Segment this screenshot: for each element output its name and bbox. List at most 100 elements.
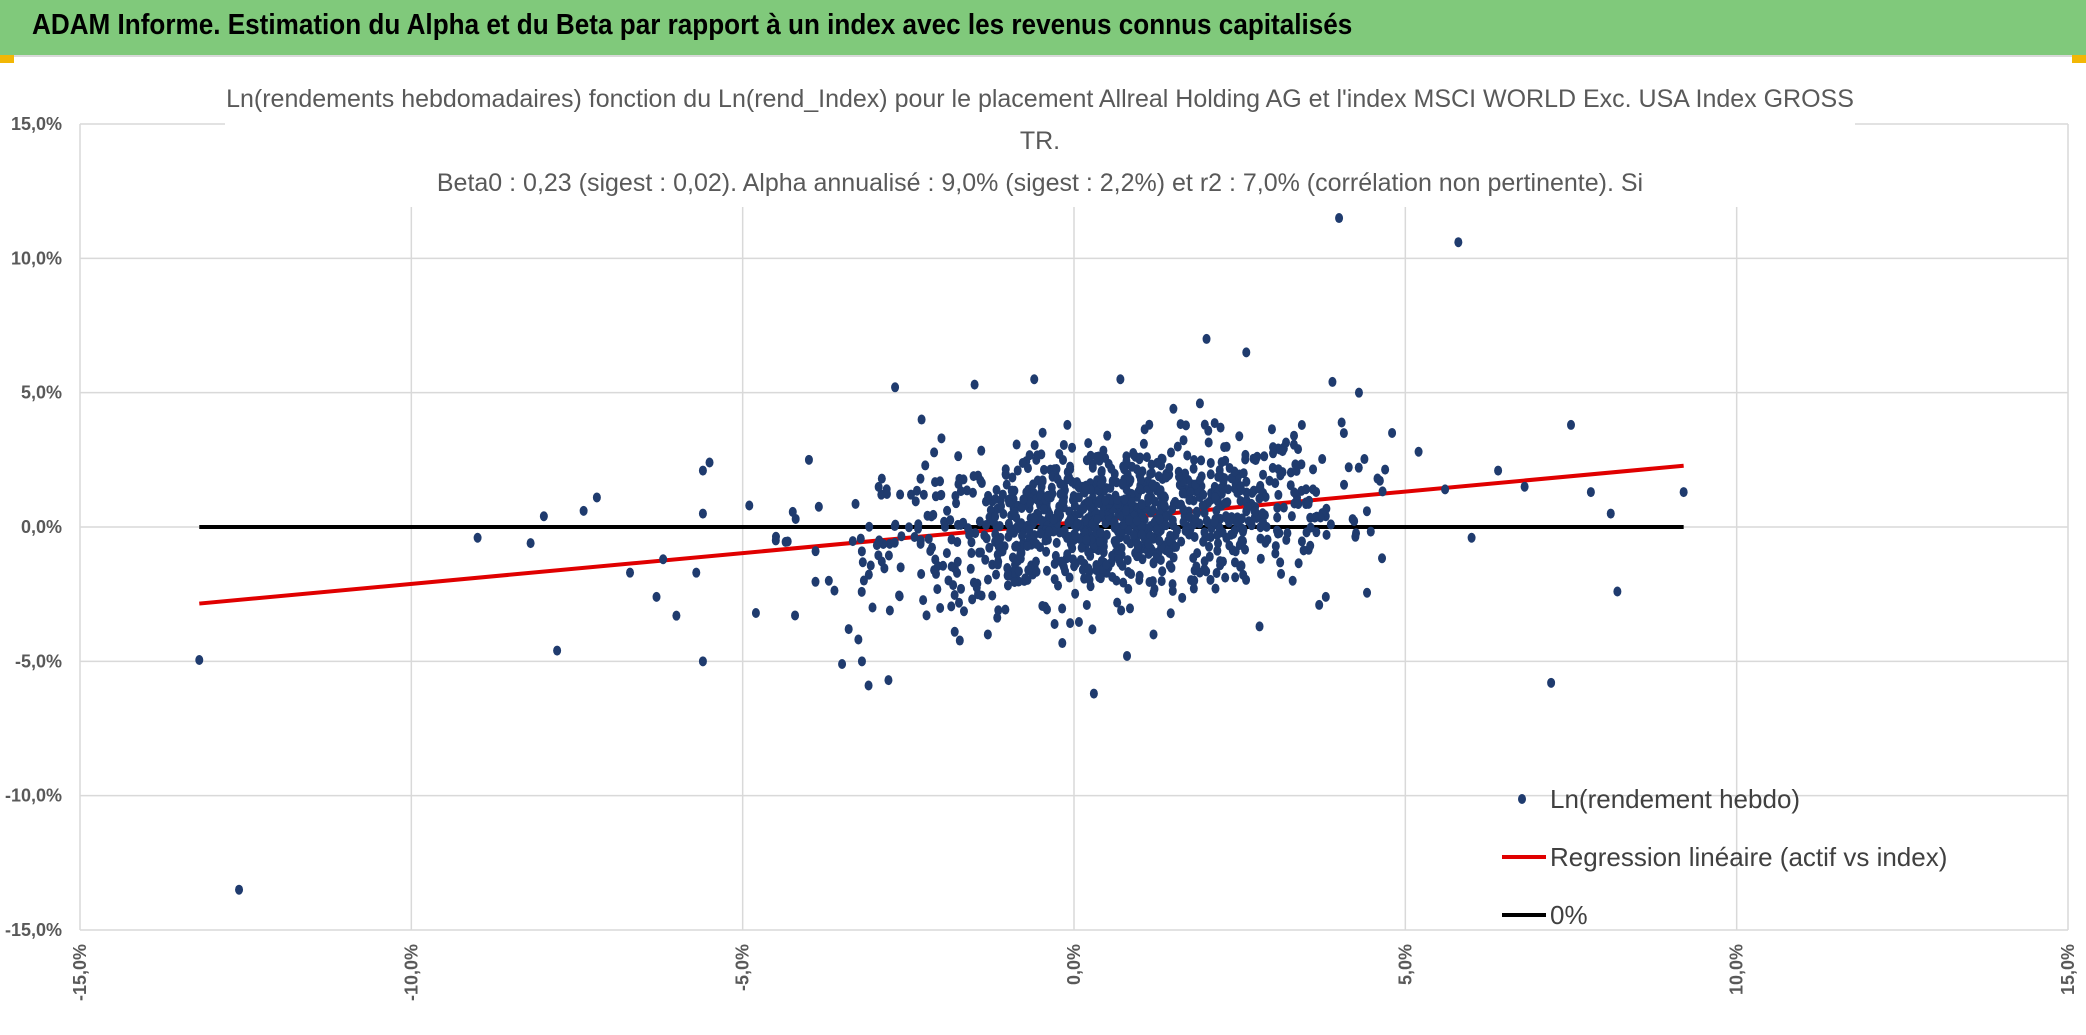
data-point bbox=[1125, 603, 1134, 614]
data-point bbox=[937, 433, 946, 444]
data-point bbox=[1112, 575, 1121, 586]
data-point bbox=[976, 475, 985, 486]
data-point bbox=[1297, 459, 1306, 470]
data-point bbox=[1247, 520, 1256, 531]
data-point bbox=[1388, 427, 1397, 438]
data-point bbox=[1092, 565, 1101, 576]
data-point bbox=[930, 447, 939, 458]
data-point bbox=[921, 460, 930, 471]
data-point bbox=[1255, 621, 1264, 632]
data-point bbox=[868, 602, 877, 613]
data-point bbox=[1322, 529, 1331, 540]
data-point bbox=[848, 536, 857, 547]
data-point bbox=[1169, 403, 1178, 414]
data-point bbox=[1054, 580, 1063, 591]
data-point bbox=[1210, 418, 1219, 429]
data-point bbox=[884, 550, 893, 561]
data-point bbox=[811, 546, 820, 557]
data-point bbox=[1362, 506, 1371, 517]
data-point bbox=[1118, 477, 1127, 488]
data-point bbox=[1282, 437, 1291, 448]
data-point bbox=[1155, 535, 1164, 546]
data-point bbox=[1315, 599, 1324, 610]
data-point bbox=[1183, 450, 1192, 461]
data-point bbox=[751, 607, 760, 618]
data-point bbox=[929, 509, 938, 520]
data-point bbox=[698, 656, 707, 667]
data-point bbox=[1015, 550, 1024, 561]
data-point bbox=[1096, 527, 1105, 538]
data-point bbox=[1221, 498, 1230, 509]
data-point bbox=[864, 680, 873, 691]
data-point bbox=[1113, 597, 1122, 608]
data-point bbox=[854, 634, 863, 645]
data-point bbox=[1229, 528, 1238, 539]
data-point bbox=[1206, 574, 1215, 585]
data-point bbox=[1108, 476, 1117, 487]
data-point bbox=[1279, 502, 1288, 513]
data-point bbox=[1221, 572, 1230, 583]
data-point bbox=[1236, 481, 1245, 492]
data-point bbox=[1030, 512, 1039, 523]
data-point bbox=[1048, 488, 1057, 499]
data-point bbox=[1122, 456, 1131, 467]
data-point bbox=[1036, 528, 1045, 539]
data-point bbox=[1084, 547, 1093, 558]
data-point bbox=[1255, 493, 1264, 504]
data-point bbox=[993, 612, 1002, 623]
data-point bbox=[858, 557, 867, 568]
data-point bbox=[1032, 454, 1041, 465]
data-point bbox=[1137, 529, 1146, 540]
data-point bbox=[1258, 508, 1267, 519]
data-point bbox=[1205, 551, 1214, 562]
data-point bbox=[1084, 496, 1093, 507]
data-point bbox=[1233, 516, 1242, 527]
y-tick-label: -10,0% bbox=[5, 786, 62, 806]
corner-marker-left bbox=[0, 55, 14, 63]
data-point bbox=[830, 585, 839, 596]
data-point bbox=[553, 645, 562, 656]
data-point bbox=[1165, 548, 1174, 559]
data-point bbox=[539, 511, 548, 522]
data-point bbox=[1076, 554, 1085, 565]
data-point bbox=[1052, 464, 1061, 475]
data-point bbox=[1265, 475, 1274, 486]
data-point bbox=[1160, 491, 1169, 502]
chart-svg: Ln(rendements hebdomadaires) fonction du… bbox=[5, 77, 2078, 1001]
data-point bbox=[1038, 427, 1047, 438]
data-point bbox=[1063, 549, 1072, 560]
data-point bbox=[992, 485, 1001, 496]
data-point bbox=[939, 560, 948, 571]
data-point bbox=[1299, 545, 1308, 556]
data-point bbox=[877, 473, 886, 484]
data-point bbox=[1302, 484, 1311, 495]
data-point bbox=[1261, 492, 1270, 503]
data-point bbox=[1152, 524, 1161, 535]
data-point bbox=[917, 569, 926, 580]
data-point bbox=[1104, 458, 1113, 469]
data-point bbox=[1058, 638, 1067, 649]
data-point bbox=[949, 580, 958, 591]
data-point bbox=[1008, 485, 1017, 496]
data-point bbox=[947, 601, 956, 612]
data-point bbox=[1149, 629, 1158, 640]
data-point bbox=[1040, 464, 1049, 475]
data-point bbox=[1294, 499, 1303, 510]
legend-entry: 0% bbox=[1550, 900, 1588, 930]
chart-legend: Ln(rendement hebdo) Regression linéaire (… bbox=[1502, 784, 1947, 930]
data-point bbox=[954, 451, 963, 462]
data-point bbox=[1116, 374, 1125, 385]
data-point bbox=[972, 582, 981, 593]
data-point bbox=[526, 538, 535, 549]
data-point bbox=[1520, 481, 1529, 492]
data-point bbox=[1586, 487, 1595, 498]
data-point bbox=[1089, 688, 1098, 699]
data-point bbox=[1059, 496, 1068, 507]
legend-entry: Ln(rendement hebdo) bbox=[1550, 784, 1800, 814]
data-point bbox=[947, 561, 956, 572]
data-point bbox=[885, 605, 894, 616]
data-point bbox=[985, 542, 994, 553]
data-point bbox=[1179, 504, 1188, 515]
data-point bbox=[1123, 650, 1132, 661]
data-point bbox=[1068, 543, 1077, 554]
